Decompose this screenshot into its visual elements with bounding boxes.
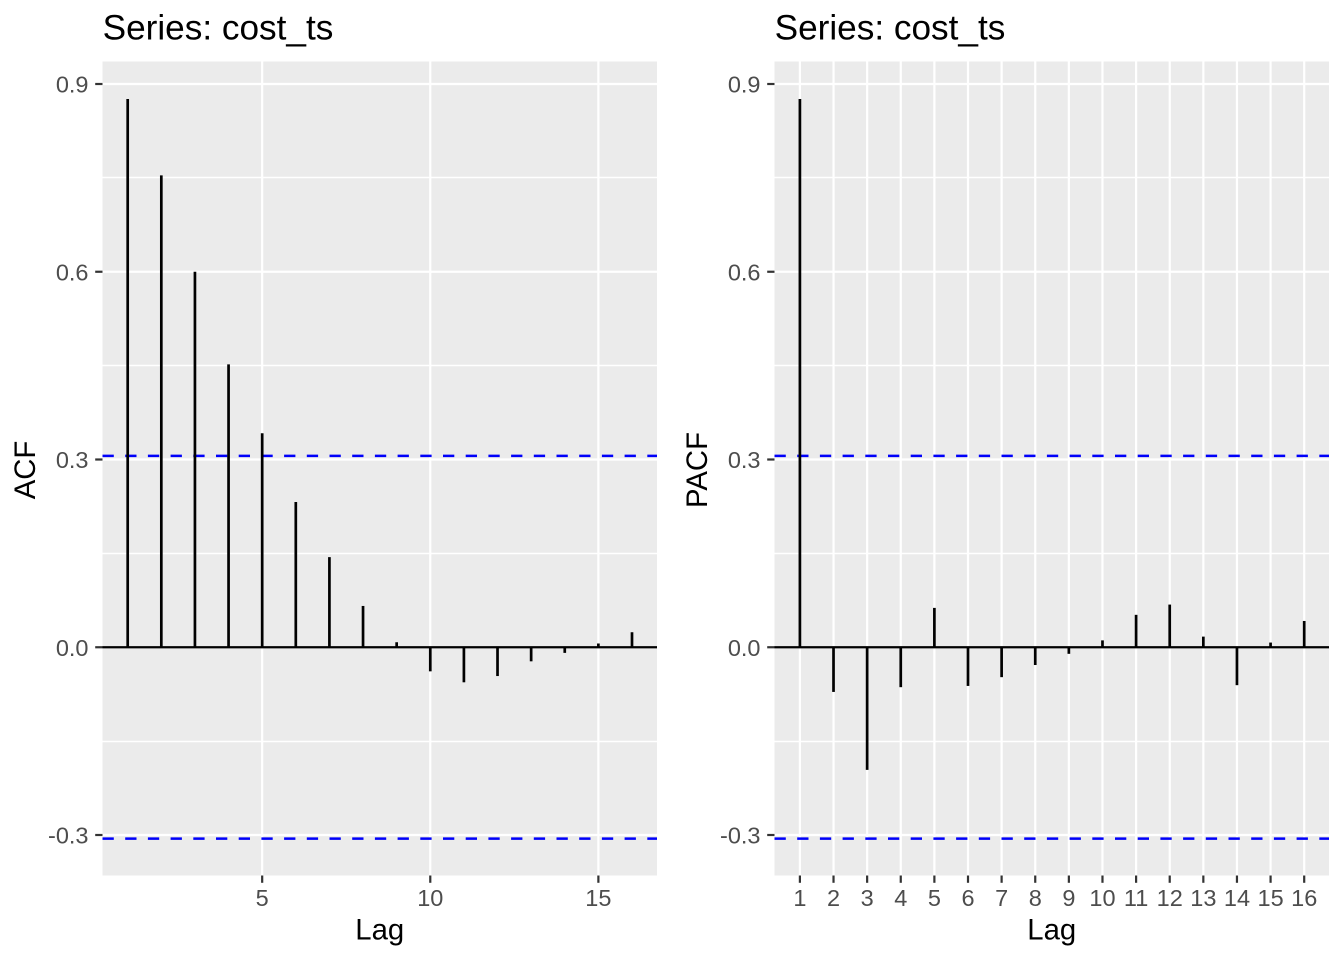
- svg-text:5: 5: [928, 885, 941, 911]
- svg-text:1: 1: [793, 885, 806, 911]
- svg-text:0.3: 0.3: [56, 447, 89, 473]
- svg-text:ACF: ACF: [9, 441, 42, 500]
- svg-text:0.6: 0.6: [728, 259, 761, 285]
- svg-text:0.9: 0.9: [56, 72, 89, 98]
- svg-text:-0.3: -0.3: [48, 823, 89, 849]
- svg-text:12: 12: [1157, 885, 1183, 911]
- svg-text:13: 13: [1190, 885, 1216, 911]
- svg-text:15: 15: [585, 885, 611, 911]
- svg-text:14: 14: [1224, 885, 1250, 911]
- svg-text:11: 11: [1124, 885, 1148, 911]
- svg-text:4: 4: [894, 885, 907, 911]
- svg-text:Series: cost_ts: Series: cost_ts: [103, 8, 334, 47]
- svg-text:8: 8: [1029, 885, 1042, 911]
- svg-text:Series: cost_ts: Series: cost_ts: [775, 8, 1006, 47]
- svg-text:10: 10: [417, 885, 443, 911]
- svg-text:2: 2: [827, 885, 840, 911]
- svg-text:0.6: 0.6: [56, 259, 89, 285]
- svg-text:15: 15: [1258, 885, 1284, 911]
- svg-text:9: 9: [1062, 885, 1075, 911]
- svg-text:Lag: Lag: [355, 913, 404, 946]
- svg-text:Lag: Lag: [1027, 913, 1076, 946]
- svg-text:0.0: 0.0: [56, 635, 89, 661]
- svg-text:16: 16: [1291, 885, 1317, 911]
- svg-text:10: 10: [1089, 885, 1115, 911]
- svg-text:5: 5: [256, 885, 269, 911]
- svg-text:PACF: PACF: [681, 432, 714, 508]
- svg-text:7: 7: [995, 885, 1008, 911]
- svg-text:3: 3: [861, 885, 874, 911]
- svg-text:-0.3: -0.3: [720, 823, 761, 849]
- svg-text:6: 6: [961, 885, 974, 911]
- svg-text:0.3: 0.3: [728, 447, 761, 473]
- svg-text:0.0: 0.0: [728, 635, 761, 661]
- svg-text:0.9: 0.9: [728, 72, 761, 98]
